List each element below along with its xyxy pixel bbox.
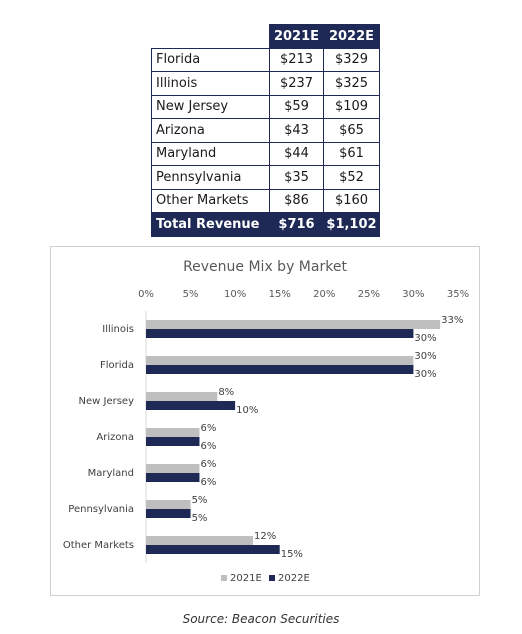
legend-swatch bbox=[221, 575, 227, 581]
table-header-2022: 2022E bbox=[323, 24, 380, 49]
bar-2021E bbox=[146, 500, 191, 509]
table-cell-2021: $43 bbox=[269, 118, 324, 143]
x-tick-label: 0% bbox=[138, 289, 154, 300]
data-label: 33% bbox=[441, 315, 463, 326]
table-total-2021: $716 bbox=[269, 212, 324, 237]
revenue-table: 2021E 2022E Florida $213 $329 Illinois $… bbox=[151, 24, 380, 237]
x-tick-label: 15% bbox=[269, 289, 291, 300]
table-cell-2021: $86 bbox=[269, 188, 324, 213]
table-row: Illinois $237 $325 bbox=[151, 71, 380, 96]
chart-svg: Revenue Mix by Market 0% 5% 10% 15% 20% 25% 30… bbox=[63, 259, 469, 584]
table-cell-2022: $160 bbox=[323, 188, 380, 213]
table-row: Arizona $43 $65 bbox=[151, 118, 380, 143]
x-tick-label: 10% bbox=[224, 289, 246, 300]
data-label: 10% bbox=[236, 405, 258, 416]
legend-label: 2021E bbox=[230, 573, 262, 584]
table-cell-market: Maryland bbox=[151, 141, 270, 166]
category-label: Other Markets bbox=[63, 540, 134, 551]
table-cell-2022: $329 bbox=[323, 47, 380, 72]
table-cell-2022: $109 bbox=[323, 94, 380, 119]
table-row: Other Markets $86 $160 bbox=[151, 188, 380, 213]
data-label: 6% bbox=[200, 459, 216, 470]
table-header-2021: 2021E bbox=[269, 24, 324, 49]
source-note: Source: Beacon Securities bbox=[182, 612, 340, 626]
chart-title: Revenue Mix by Market bbox=[183, 259, 347, 275]
table-row: Pennsylvania $35 $52 bbox=[151, 165, 380, 190]
table-header-row: 2021E 2022E bbox=[151, 24, 380, 49]
table-cell-market: Florida bbox=[151, 47, 270, 72]
data-label: 6% bbox=[200, 441, 216, 452]
bar-2022E bbox=[146, 437, 200, 446]
x-tick-label: 25% bbox=[358, 289, 380, 300]
bar-2022E bbox=[146, 473, 200, 482]
data-label: 30% bbox=[414, 333, 436, 344]
legend-swatch bbox=[269, 575, 275, 581]
category-label: Florida bbox=[100, 360, 134, 371]
legend: 2021E 2022E bbox=[221, 573, 310, 584]
data-label: 6% bbox=[200, 423, 216, 434]
bars bbox=[146, 320, 441, 554]
table-cell-2021: $44 bbox=[269, 141, 324, 166]
bar-2021E bbox=[146, 428, 200, 437]
data-label: 12% bbox=[254, 531, 276, 542]
data-label: 6% bbox=[200, 477, 216, 488]
table-cell-2022: $325 bbox=[323, 71, 380, 96]
x-tick-label: 35% bbox=[447, 289, 469, 300]
category-labels: Illinois Florida New Jersey Arizona Maryland… bbox=[63, 324, 134, 551]
table-cell-market: New Jersey bbox=[151, 94, 270, 119]
bar-2021E bbox=[146, 536, 253, 545]
table-total-label: Total Revenue bbox=[151, 212, 270, 237]
table-cell-market: Other Markets bbox=[151, 188, 270, 213]
table-cell-market: Illinois bbox=[151, 71, 270, 96]
data-label: 5% bbox=[192, 513, 208, 524]
bar-2022E bbox=[146, 509, 191, 518]
data-labels: 33% 30% 30% 30% 8%10% 6% 6% 6% 6% 5% 5% 12% 15% bbox=[192, 315, 464, 560]
bar-2022E bbox=[146, 365, 414, 374]
revenue-mix-chart: Revenue Mix by Market 0% 5% 10% 15% 20% 25% 30… bbox=[50, 246, 480, 596]
data-label: 5% bbox=[192, 495, 208, 506]
table-row: Florida $213 $329 bbox=[151, 47, 380, 72]
x-axis-ticks: 0% 5% 10% 15% 20% 25% 30% 35% bbox=[138, 289, 469, 300]
table-cell-2021: $59 bbox=[269, 94, 324, 119]
table-cell-2021: $237 bbox=[269, 71, 324, 96]
bar-2022E bbox=[146, 329, 414, 338]
category-label: Illinois bbox=[102, 324, 134, 335]
table-row: New Jersey $59 $109 bbox=[151, 94, 380, 119]
category-label: Arizona bbox=[96, 432, 134, 443]
category-label: Maryland bbox=[88, 468, 134, 479]
table-cell-market: Arizona bbox=[151, 118, 270, 143]
x-tick-label: 30% bbox=[402, 289, 424, 300]
legend-label: 2022E bbox=[278, 573, 310, 584]
bar-2021E bbox=[146, 464, 200, 473]
bar-2021E bbox=[146, 392, 218, 401]
table-total-row: Total Revenue $716 $1,102 bbox=[151, 212, 380, 237]
bar-2022E bbox=[146, 401, 236, 410]
table-cell-2021: $213 bbox=[269, 47, 324, 72]
category-label: Pennsylvania bbox=[68, 504, 134, 515]
bar-2022E bbox=[146, 545, 280, 554]
table-cell-2022: $52 bbox=[323, 165, 380, 190]
category-label: New Jersey bbox=[79, 396, 135, 407]
table-cell-market: Pennsylvania bbox=[151, 165, 270, 190]
table-cell-2022: $65 bbox=[323, 118, 380, 143]
table-total-2022: $1,102 bbox=[323, 212, 380, 237]
table-cell-2021: $35 bbox=[269, 165, 324, 190]
data-label: 30% bbox=[414, 351, 436, 362]
x-tick-label: 5% bbox=[183, 289, 199, 300]
data-label: 30% bbox=[414, 369, 436, 380]
table-cell-2022: $61 bbox=[323, 141, 380, 166]
data-label: 8% bbox=[218, 387, 234, 398]
table-header-blank bbox=[151, 24, 270, 49]
x-tick-label: 20% bbox=[313, 289, 335, 300]
data-label: 15% bbox=[281, 549, 303, 560]
table-row: Maryland $44 $61 bbox=[151, 141, 380, 166]
bar-2021E bbox=[146, 356, 414, 365]
bar-2021E bbox=[146, 320, 441, 329]
